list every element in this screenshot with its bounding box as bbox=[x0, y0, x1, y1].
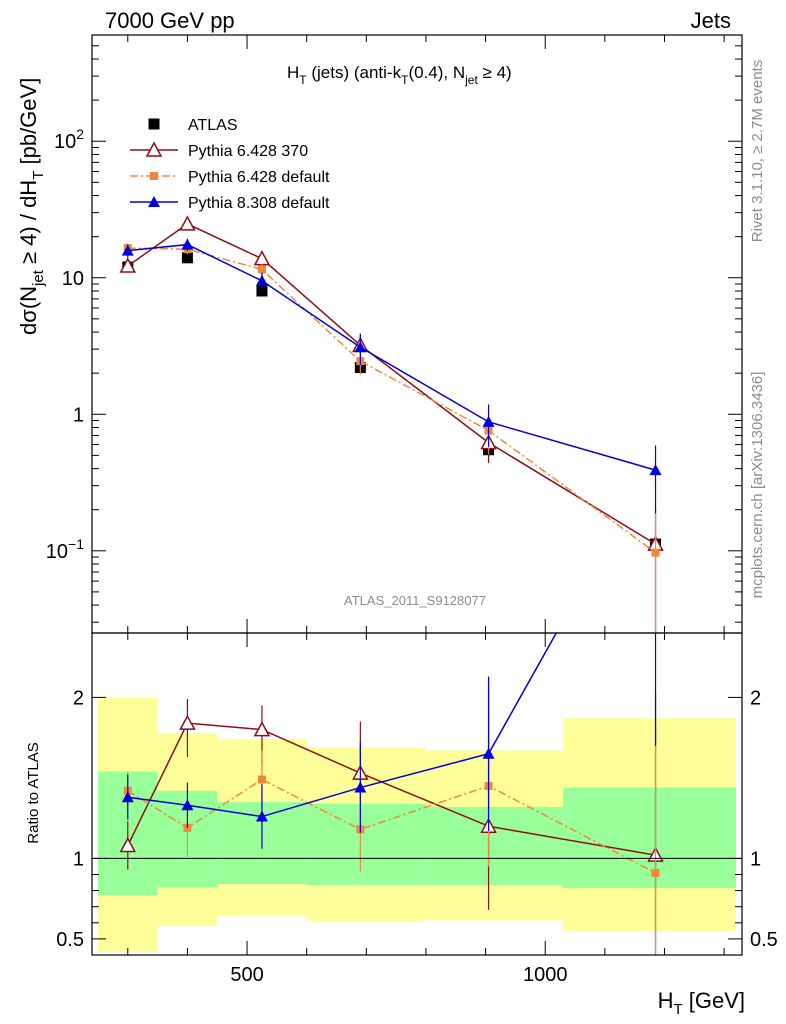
legend-entry: Pythia 6.428 370 bbox=[130, 141, 308, 160]
y-tick-label: 10−1 bbox=[46, 536, 84, 563]
header-left: 7000 GeV pp bbox=[105, 8, 235, 33]
ratio-line bbox=[127, 633, 558, 818]
legend-marker bbox=[148, 118, 160, 130]
data-point bbox=[181, 238, 194, 250]
legend-marker bbox=[150, 172, 158, 180]
ratio-y-axis-label: Ratio to ATLAS bbox=[25, 742, 42, 843]
ratio-point bbox=[651, 868, 660, 877]
series-pythia-6-428-370 bbox=[119, 215, 664, 633]
ratio-y-tick-label: 1 bbox=[73, 848, 84, 870]
series-line bbox=[127, 243, 656, 471]
source-label: mcplots.cern.ch [arXiv:1306.3436] bbox=[749, 372, 766, 599]
data-point bbox=[119, 257, 137, 273]
ratio-point bbox=[121, 791, 134, 803]
x-axis-label: HT [GeV] bbox=[658, 988, 745, 1018]
ratio-point bbox=[354, 781, 367, 793]
data-point bbox=[482, 415, 495, 427]
ratio-point bbox=[257, 775, 266, 784]
data-point bbox=[354, 341, 367, 353]
ratio-panel-data bbox=[92, 633, 742, 955]
data-point bbox=[649, 464, 662, 476]
band-stat bbox=[425, 806, 564, 885]
data-point bbox=[253, 250, 271, 266]
ratio-y-tick-label-right: 0.5 bbox=[750, 929, 778, 951]
main-panel-data bbox=[119, 215, 664, 633]
ratio-point bbox=[255, 810, 268, 822]
ratio-line bbox=[127, 722, 656, 856]
legend-label: Pythia 8.308 default bbox=[188, 195, 330, 212]
series-pythia-8-308-default bbox=[121, 238, 662, 513]
series-line bbox=[127, 223, 656, 545]
axes: 500 1000 10−1 1 10 102 0.5 0.5 1 1 2 2 bbox=[46, 34, 778, 986]
legend-marker bbox=[145, 141, 163, 157]
analysis-watermark: ATLAS_2011_S9128077 bbox=[344, 593, 486, 608]
legend-label: ATLAS bbox=[188, 117, 238, 134]
ratio-line bbox=[127, 778, 656, 874]
x-tick-label: 1000 bbox=[523, 964, 568, 986]
ratio-y-tick-label-right: 1 bbox=[750, 848, 761, 870]
data-point bbox=[181, 252, 193, 264]
header-right: Jets bbox=[691, 8, 731, 33]
legend: ATLAS Pythia 6.428 370 Pythia 6.428 defaul… bbox=[130, 117, 330, 212]
ratio-point bbox=[181, 799, 194, 811]
legend-label: Pythia 6.428 default bbox=[188, 169, 330, 186]
series-atlas bbox=[122, 252, 662, 550]
data-point bbox=[257, 265, 266, 274]
band-stat bbox=[306, 803, 426, 885]
ratio-y-tick-label: 0.5 bbox=[56, 929, 84, 951]
legend-marker bbox=[148, 196, 160, 207]
ratio-uncertainty-bands bbox=[97, 697, 737, 952]
ratio-y-tick-label: 2 bbox=[73, 687, 84, 709]
series-pythia-6-428-default bbox=[123, 243, 660, 633]
x-tick-label: 500 bbox=[230, 964, 263, 986]
chart-title: HT (jets) (anti-kT(0.4), Njet ≥ 4) bbox=[287, 63, 512, 87]
legend-entry: ATLAS bbox=[148, 117, 238, 134]
legend-label: Pythia 6.428 370 bbox=[188, 143, 308, 160]
data-point bbox=[255, 274, 268, 286]
data-point bbox=[256, 285, 268, 297]
ratio-point bbox=[482, 747, 495, 759]
ratio-y-tick-label-right: 2 bbox=[750, 687, 761, 709]
ratio-point bbox=[119, 836, 137, 853]
y-tick-label: 10 bbox=[62, 268, 84, 290]
series-line bbox=[127, 247, 656, 554]
y-tick-label: 102 bbox=[54, 126, 84, 153]
data-point bbox=[121, 244, 134, 256]
main-y-axis-label: dσ(Njet ≥ 4) / dHT [pb/GeV] bbox=[16, 78, 47, 335]
data-point bbox=[651, 548, 660, 557]
ratio-series-pythia-8-308-default bbox=[121, 633, 657, 849]
data-point bbox=[179, 215, 196, 231]
version-label: Rivet 3.1.10, ≥ 2.7M events bbox=[749, 60, 766, 243]
ratio-point bbox=[179, 714, 196, 730]
ratio-frame bbox=[91, 632, 743, 956]
legend-entry: Pythia 6.428 default bbox=[130, 169, 330, 186]
y-tick-label: 1 bbox=[73, 404, 84, 426]
band-stat bbox=[563, 787, 737, 889]
ratio-point bbox=[253, 721, 271, 737]
legend-entry: Pythia 8.308 default bbox=[130, 195, 330, 212]
